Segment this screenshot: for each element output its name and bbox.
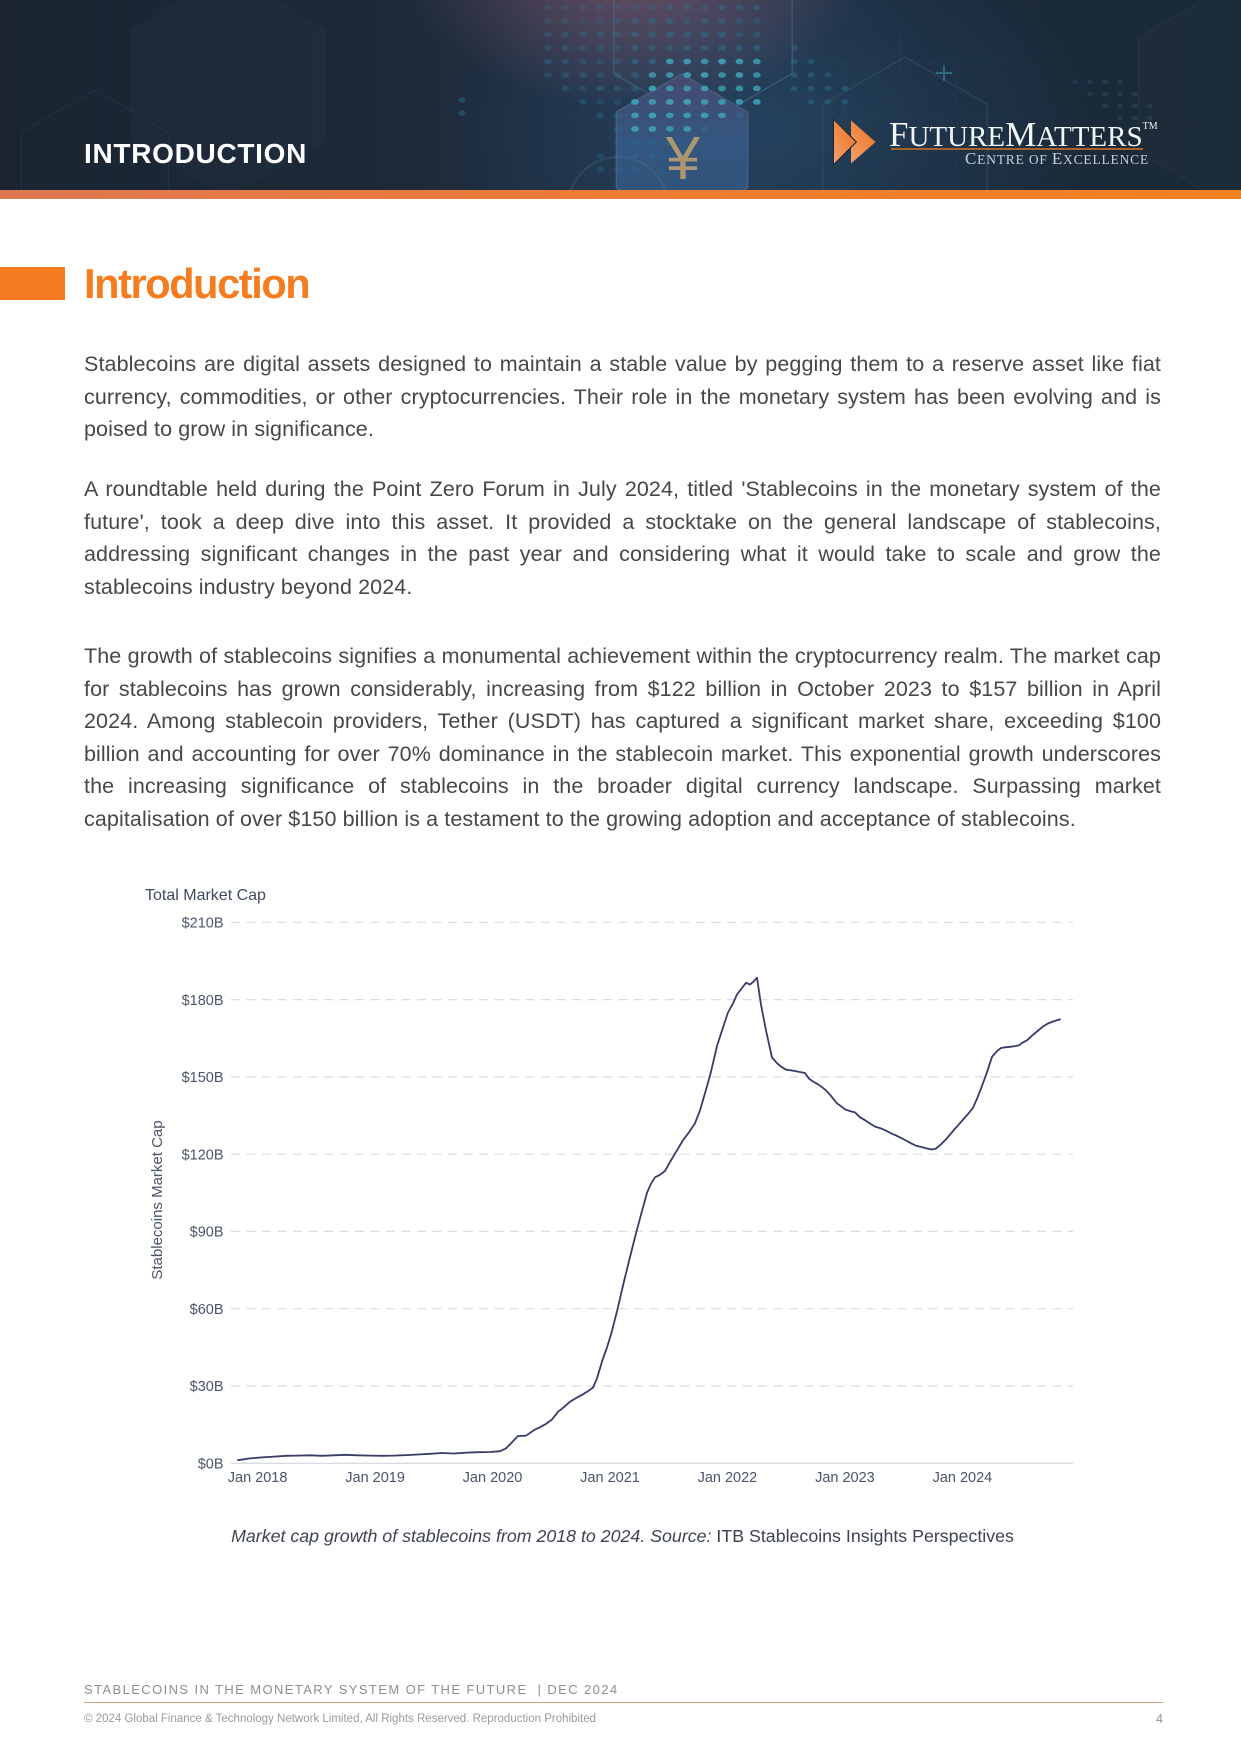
- svg-text:$150B: $150B: [182, 1070, 224, 1086]
- svg-text:Jan 2023: Jan 2023: [815, 1470, 875, 1486]
- svg-text:$120B: $120B: [182, 1147, 224, 1163]
- svg-text:Jan 2019: Jan 2019: [345, 1470, 405, 1486]
- svg-text:Jan 2018: Jan 2018: [228, 1470, 288, 1486]
- svg-text:Jan 2020: Jan 2020: [463, 1470, 523, 1486]
- svg-text:$30B: $30B: [190, 1379, 224, 1395]
- svg-text:$180B: $180B: [182, 993, 224, 1009]
- svg-text:Jan 2021: Jan 2021: [580, 1470, 640, 1486]
- svg-text:$60B: $60B: [190, 1302, 224, 1318]
- svg-text:$90B: $90B: [190, 1225, 224, 1241]
- svg-text:Jan 2022: Jan 2022: [698, 1470, 758, 1486]
- svg-text:$0B: $0B: [198, 1457, 224, 1473]
- svg-text:$210B: $210B: [182, 916, 224, 932]
- svg-text:Jan 2024: Jan 2024: [933, 1470, 993, 1486]
- svg-text:Total Market Cap: Total Market Cap: [145, 887, 266, 904]
- svg-text:Stablecoins Market Cap: Stablecoins Market Cap: [149, 1120, 166, 1279]
- svg-text:¥: ¥: [665, 124, 701, 190]
